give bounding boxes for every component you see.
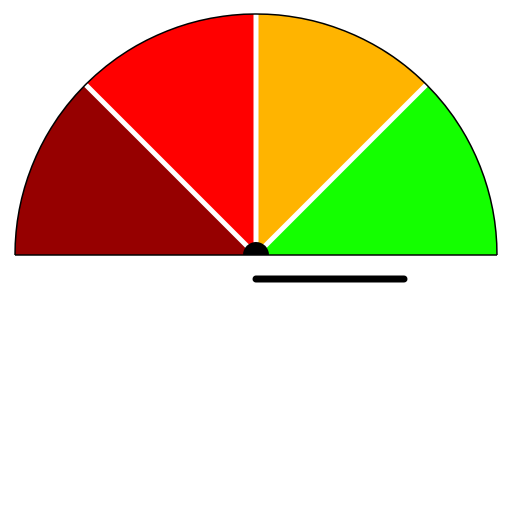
- gauge-outline: [14, 13, 498, 256]
- gauge-dividers: [83, 14, 429, 257]
- gauge-segments: [15, 14, 497, 255]
- gauge-divider: [254, 82, 429, 257]
- gauge-segment-dark-red: [15, 84, 256, 255]
- gauge-segment-red: [85, 14, 256, 255]
- gauge-segment-green: [256, 84, 497, 255]
- gauge-divider: [83, 82, 258, 257]
- gauge-segment-amber: [256, 14, 427, 255]
- gauge-hub: [243, 242, 269, 255]
